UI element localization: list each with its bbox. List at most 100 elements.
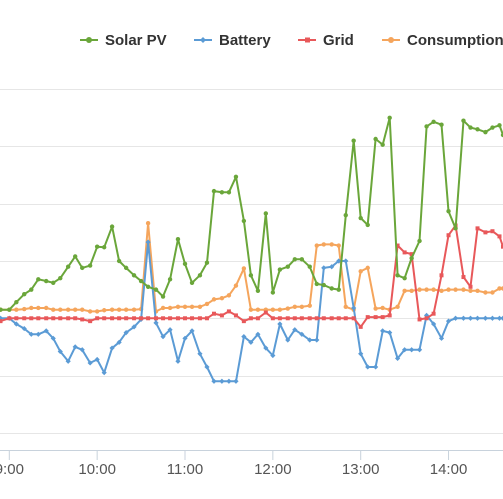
data-point: [417, 238, 422, 244]
data-point: [7, 307, 12, 312]
data-point: [270, 352, 276, 359]
data-point: [65, 307, 71, 312]
data-point: [28, 331, 34, 337]
data-point: [321, 265, 327, 271]
data-point: [358, 351, 364, 357]
data-point: [116, 339, 122, 345]
data-point: [123, 265, 129, 271]
data-point: [58, 275, 63, 281]
data-point: [189, 304, 195, 310]
data-point: [483, 290, 488, 295]
data-point: [358, 215, 363, 221]
legend-item-solar-pv[interactable]: Solar PV: [80, 32, 167, 49]
x-tick-label: 12:00: [254, 461, 292, 478]
data-point: [183, 316, 188, 321]
legend-label: Consumption: [407, 32, 503, 49]
data-point: [417, 317, 422, 322]
legend-marker: [305, 37, 310, 43]
data-point: [80, 317, 85, 322]
legend-item-battery[interactable]: Battery: [194, 32, 271, 49]
data-point: [380, 142, 385, 147]
data-point: [44, 305, 49, 311]
data-point: [87, 309, 93, 314]
data-point: [263, 345, 269, 351]
data-point: [431, 119, 436, 125]
data-point: [138, 278, 144, 284]
data-point: [197, 316, 202, 321]
data-point: [123, 329, 129, 336]
data-point: [500, 286, 503, 291]
data-point: [145, 284, 151, 289]
data-point: [402, 275, 407, 281]
data-point: [461, 275, 466, 280]
data-point: [483, 129, 488, 135]
data-point: [292, 304, 298, 310]
data-point: [153, 320, 159, 326]
data-point: [94, 309, 100, 314]
data-point: [445, 318, 452, 324]
data-point: [497, 286, 502, 291]
data-point: [211, 378, 217, 384]
data-point: [255, 331, 261, 337]
data-point: [423, 312, 430, 319]
data-point: [36, 316, 41, 321]
data-point: [439, 122, 444, 127]
data-point: [65, 358, 71, 364]
data-point: [175, 358, 181, 364]
data-point: [189, 280, 195, 285]
x-axis: 9:00 10:00 11:00 12:00 13:00 14:00: [0, 450, 503, 478]
data-point: [248, 273, 254, 278]
data-point: [233, 378, 239, 384]
data-point: [197, 351, 203, 357]
data-point: [146, 316, 151, 321]
data-point: [197, 273, 203, 278]
data-point: [51, 280, 56, 285]
data-point: [395, 243, 400, 248]
data-point: [497, 123, 502, 128]
data-point: [307, 303, 312, 308]
data-point: [0, 319, 3, 324]
data-point: [123, 307, 129, 312]
data-point: [72, 254, 78, 259]
data-point: [299, 304, 305, 310]
data-point: [431, 321, 437, 327]
data-point: [175, 237, 181, 242]
data-point: [44, 316, 49, 321]
data-point: [109, 345, 115, 351]
data-point: [468, 288, 473, 293]
data-point: [36, 305, 41, 311]
legend-label: Solar PV: [105, 32, 167, 49]
legend-item-consumption[interactable]: Consumption: [382, 32, 503, 49]
data-point: [438, 335, 445, 341]
data-point: [490, 229, 495, 234]
legend-item-grid[interactable]: Grid: [298, 32, 354, 49]
data-point: [116, 307, 122, 312]
series-battery: [0, 239, 503, 384]
data-point: [131, 307, 137, 312]
data-point: [431, 287, 436, 292]
data-point: [248, 339, 254, 345]
data-point: [277, 267, 283, 272]
data-point: [255, 316, 260, 321]
data-point: [189, 328, 195, 334]
data-point: [500, 132, 503, 138]
data-point: [424, 316, 429, 321]
data-point: [285, 264, 290, 269]
data-point: [160, 334, 166, 340]
data-point: [439, 288, 444, 293]
data-point: [116, 258, 122, 264]
data-point: [14, 300, 19, 305]
data-point: [110, 316, 115, 321]
data-point: [343, 212, 348, 218]
data-point: [124, 316, 129, 321]
x-tick-label: 9:00: [0, 461, 24, 478]
data-point: [219, 296, 225, 301]
data-point: [167, 327, 173, 333]
data-point: [197, 304, 203, 310]
data-point: [132, 316, 137, 321]
data-point: [292, 257, 298, 262]
data-point: [424, 287, 429, 292]
data-point: [409, 255, 414, 261]
data-point: [501, 244, 503, 249]
data-point: [395, 273, 400, 278]
